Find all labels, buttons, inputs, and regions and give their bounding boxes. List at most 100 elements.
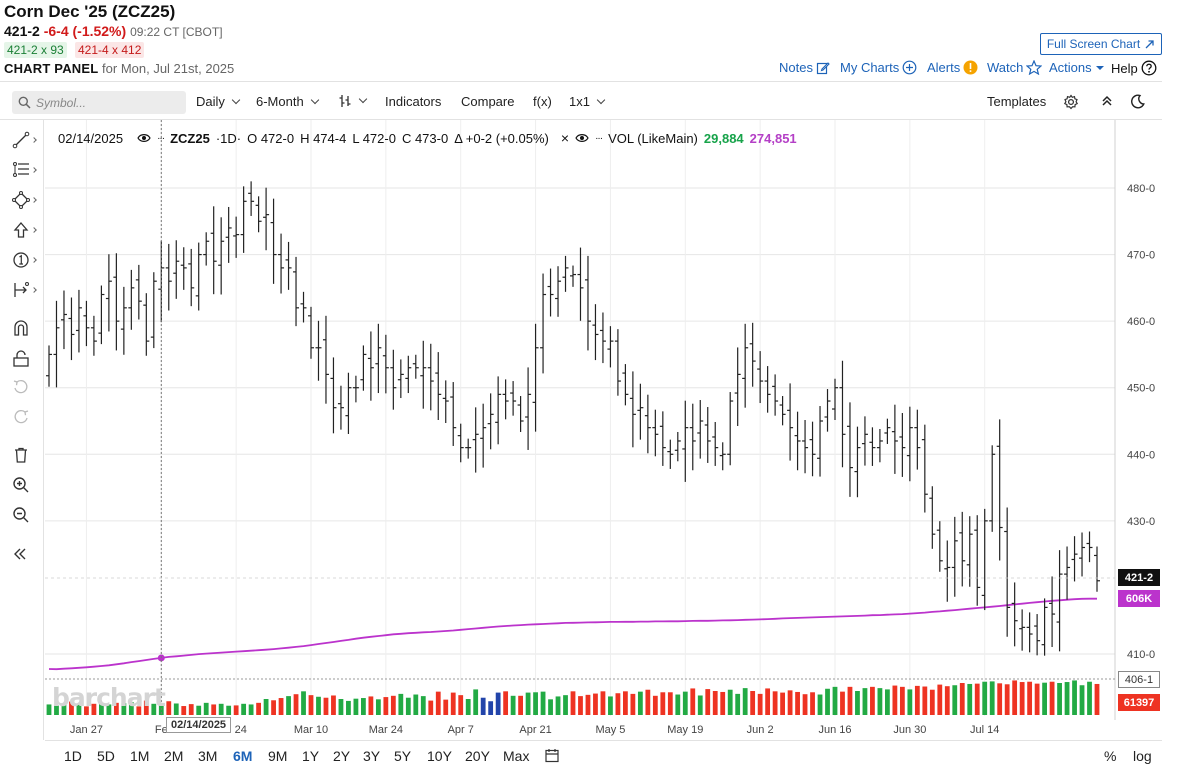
range-9m[interactable]: 9M <box>268 748 288 764</box>
layout-select[interactable]: 1x1 <box>569 94 606 109</box>
double-chevron-left-icon <box>14 548 26 560</box>
my-charts-link[interactable]: My Charts <box>840 60 917 75</box>
undo-button[interactable] <box>12 376 40 398</box>
range-3y[interactable]: 3Y <box>363 748 381 764</box>
range-10y[interactable]: 10Y <box>427 748 452 764</box>
volume-bar <box>173 703 179 715</box>
annotation-tool[interactable] <box>12 249 40 271</box>
help-link[interactable]: Help <box>1111 60 1157 76</box>
actions-menu[interactable]: Actions <box>1049 60 1105 75</box>
range-6m[interactable]: 6M <box>233 748 253 764</box>
chart-type-select[interactable] <box>338 94 368 108</box>
volume-bar <box>301 691 306 715</box>
fibonacci-tool[interactable] <box>12 159 40 181</box>
volume-bar <box>278 698 284 715</box>
range-20y[interactable]: 20Y <box>465 748 490 764</box>
more-dots-icon[interactable]: ··· <box>157 132 165 144</box>
volume-bar <box>420 696 426 715</box>
panel-date: for Mon, Jul 21st, 2025 <box>102 61 235 76</box>
legend-frequency: ·1D· <box>215 130 242 146</box>
functions-button[interactable]: f(x) <box>533 94 552 109</box>
range-max[interactable]: Max <box>503 748 530 764</box>
percent-scale-button[interactable]: % <box>1104 748 1117 764</box>
log-scale-button[interactable]: log <box>1133 748 1152 764</box>
range-1m[interactable]: 1M <box>130 748 150 764</box>
volume-bar <box>151 703 157 715</box>
volume-bar <box>765 688 771 715</box>
volume-bar <box>518 695 523 715</box>
volume-bar <box>1012 680 1018 715</box>
settings-button[interactable] <box>1063 94 1079 110</box>
range-3m[interactable]: 3M <box>198 748 218 764</box>
volume-bar <box>929 689 935 715</box>
volume-bar <box>870 686 875 715</box>
trendline-icon <box>12 131 30 149</box>
full-screen-chart-button[interactable]: Full Screen Chart <box>1040 33 1162 55</box>
eye-icon[interactable] <box>575 131 589 146</box>
volume-bar <box>817 694 823 715</box>
lock-tool[interactable] <box>12 347 40 369</box>
volume-bar <box>825 688 830 715</box>
range-2y[interactable]: 2Y <box>333 748 351 764</box>
interval-select[interactable]: Daily <box>196 94 241 109</box>
date-range-picker[interactable] <box>545 748 559 768</box>
volume-bar <box>458 695 464 715</box>
magnet-tool[interactable] <box>12 317 40 339</box>
volume-bar <box>256 702 261 715</box>
dark-mode-toggle[interactable] <box>1130 94 1145 109</box>
more-dots-icon[interactable]: ··· <box>595 132 603 144</box>
watch-label: Watch <box>987 60 1024 75</box>
zoom-out-button[interactable] <box>12 504 40 526</box>
templates-button[interactable]: Templates <box>987 94 1047 109</box>
zoom-out-icon <box>13 507 29 523</box>
watch-link[interactable]: Watch <box>987 60 1043 75</box>
ask-badge: 421-4 x 412 <box>75 42 145 58</box>
shapes-tool[interactable] <box>12 189 40 211</box>
volume-bar <box>742 688 748 715</box>
zoom-in-button[interactable] <box>12 474 40 496</box>
alerts-link[interactable]: Alerts <box>927 60 978 75</box>
page-title: Corn Dec '25 (ZCZ25) <box>4 2 176 21</box>
notes-link[interactable]: Notes <box>779 60 830 75</box>
volume-label: VOL (LikeMain) <box>608 130 698 146</box>
volume-bar <box>959 683 965 715</box>
compare-button[interactable]: Compare <box>461 94 515 109</box>
arrow-tool[interactable] <box>12 219 40 241</box>
range-2m[interactable]: 2M <box>164 748 184 764</box>
measure-tool[interactable] <box>12 279 40 301</box>
range-1d[interactable]: 1D <box>64 748 82 764</box>
calendar-icon <box>545 749 559 763</box>
x-tick-label: May 5 <box>595 724 625 736</box>
search-icon <box>18 96 31 109</box>
volume-ma-badge: 606K <box>1118 590 1160 607</box>
x-tick-label: Mar 10 <box>294 724 328 736</box>
delete-drawings-button[interactable] <box>12 444 40 466</box>
close-icon[interactable]: × <box>560 130 570 146</box>
symbol-search[interactable] <box>12 91 186 114</box>
volume-bar <box>181 706 187 715</box>
volume-bar <box>997 683 1003 715</box>
collapse-button[interactable] <box>1100 94 1114 108</box>
trendline-tool[interactable] <box>12 129 40 151</box>
eye-icon[interactable] <box>137 131 151 146</box>
volume-bar <box>503 691 509 715</box>
volume-bar <box>660 692 666 715</box>
quote-line: 421-2 -6-4 (-1.52%) 09:22 CT [CBOT] <box>4 23 223 39</box>
volume-bar <box>682 691 688 715</box>
range-5y[interactable]: 5Y <box>394 748 412 764</box>
legend-low: L 472-0 <box>352 130 396 146</box>
period-select[interactable]: 6-Month <box>256 94 319 109</box>
collapse-toolbar-button[interactable] <box>12 543 40 565</box>
range-1y[interactable]: 1Y <box>302 748 320 764</box>
volume-bar <box>892 685 898 715</box>
symbol-input[interactable] <box>36 95 176 110</box>
barchart-watermark: barchart <box>52 683 166 712</box>
volume-bar <box>982 681 988 715</box>
range-5d[interactable]: 5D <box>97 748 115 764</box>
redo-button[interactable] <box>12 406 40 428</box>
volume-ma-line <box>48 597 1097 671</box>
volume-bar <box>907 689 913 715</box>
volume-bar <box>54 705 59 715</box>
indicators-button[interactable]: Indicators <box>385 94 442 109</box>
price-chart[interactable]: 480-0 470-0 460-0 450-0 440-0 430-0 410-0 Jan 2… <box>45 120 1162 740</box>
